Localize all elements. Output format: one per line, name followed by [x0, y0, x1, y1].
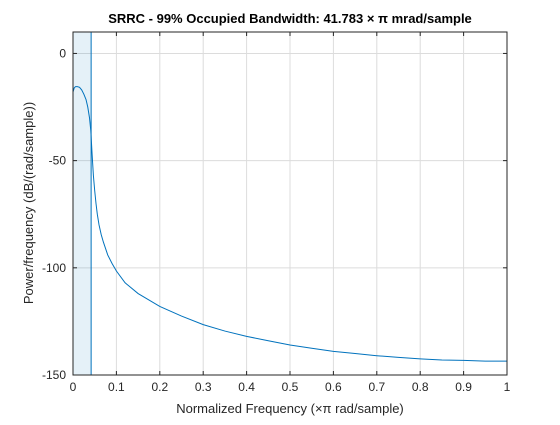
x-tick-label: 0.6 [325, 380, 342, 394]
chart-title: SRRC - 99% Occupied Bandwidth: 41.783 × … [108, 11, 472, 26]
x-tick-label: 1 [504, 380, 511, 394]
y-axis-label: Power/frequency (dB/(rad/sample)) [21, 102, 36, 304]
occupied-band [72, 32, 92, 375]
x-tick-label: 0.8 [412, 380, 429, 394]
x-tick-label: 0.1 [108, 380, 125, 394]
x-tick-label: 0.2 [151, 380, 168, 394]
y-tick-label: -150 [42, 368, 66, 382]
y-tick-label: -100 [42, 261, 66, 275]
y-tick-label: 0 [59, 46, 66, 60]
occupied-band-fill [73, 32, 92, 375]
x-tick-label: 0.3 [195, 380, 212, 394]
x-tick-label: 0 [70, 380, 77, 394]
x-axis: 0 0.1 0.2 0.3 0.4 0.5 0.6 0.7 0.8 0.9 1 [70, 32, 511, 394]
x-tick-label: 0.7 [368, 380, 385, 394]
x-axis-label: Normalized Frequency (×π rad/sample) [176, 401, 404, 416]
y-tick-label: -50 [49, 154, 67, 168]
x-tick-label: 0.9 [455, 380, 472, 394]
x-tick-label: 0.5 [282, 380, 299, 394]
series-line [72, 86, 507, 362]
x-tick-label: 0.4 [238, 380, 255, 394]
y-axis: 0 -50 -100 -150 [42, 46, 507, 382]
